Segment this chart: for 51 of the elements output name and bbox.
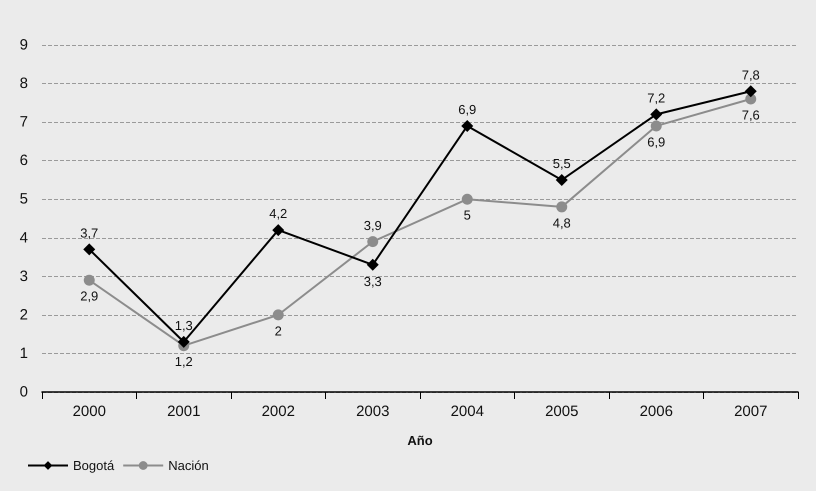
point	[272, 309, 284, 320]
point	[462, 194, 473, 205]
data-label: 5,5	[552, 156, 571, 171]
point	[272, 224, 284, 236]
y-tick-label: 9	[20, 36, 28, 54]
y-tick-label: 8	[20, 75, 28, 92]
data-label: 7,6	[742, 107, 760, 122]
y-tick-label: 6	[20, 152, 28, 170]
point	[367, 236, 378, 248]
legend-label: Bogotá	[73, 458, 115, 473]
point	[83, 243, 96, 256]
point	[556, 201, 568, 212]
y-tick-label: 1	[20, 344, 28, 362]
data-label: 4,8	[552, 215, 571, 230]
x-tick-label: 2007	[734, 403, 768, 420]
x-tick-label: 2003	[356, 403, 390, 420]
data-label: 3,7	[80, 225, 98, 240]
x-tick-label: 2001	[167, 403, 200, 420]
point	[650, 108, 662, 120]
point	[84, 274, 95, 286]
x-axis-title: Año	[407, 433, 433, 448]
x-tick-label: 2000	[72, 403, 106, 420]
y-tick-label: 4	[20, 229, 28, 246]
data-label: 7,2	[647, 90, 666, 106]
x-tick-label: 2005	[545, 403, 578, 420]
data-label: 3,9	[364, 218, 382, 234]
y-tick-label: 3	[20, 268, 28, 285]
data-label: 2	[274, 323, 282, 338]
x-tick-label: 2002	[262, 403, 295, 420]
legend-label: Nación	[168, 458, 209, 473]
point	[650, 120, 662, 132]
data-label: 1,3	[174, 318, 193, 333]
y-tick-label: 0	[20, 384, 28, 400]
data-label: 6,9	[458, 102, 476, 117]
x-tick-label: 2004	[450, 403, 484, 420]
y-tick-label: 5	[20, 190, 28, 208]
point	[556, 174, 568, 186]
point	[461, 120, 474, 132]
data-label: 5	[464, 208, 471, 223]
point	[178, 336, 190, 348]
data-label: 6,9	[647, 134, 666, 150]
data-label: 1,2	[174, 354, 193, 370]
data-label: 4,2	[269, 206, 288, 222]
x-tick-label: 2006	[640, 403, 673, 420]
y-tick-label: 2	[20, 306, 28, 324]
point	[744, 85, 757, 98]
data-label: 2,9	[80, 288, 98, 304]
data-label: 7,8	[742, 67, 760, 82]
point	[366, 258, 379, 271]
y-tick-label: 7	[20, 114, 28, 131]
data-label: 3,3	[364, 274, 382, 289]
